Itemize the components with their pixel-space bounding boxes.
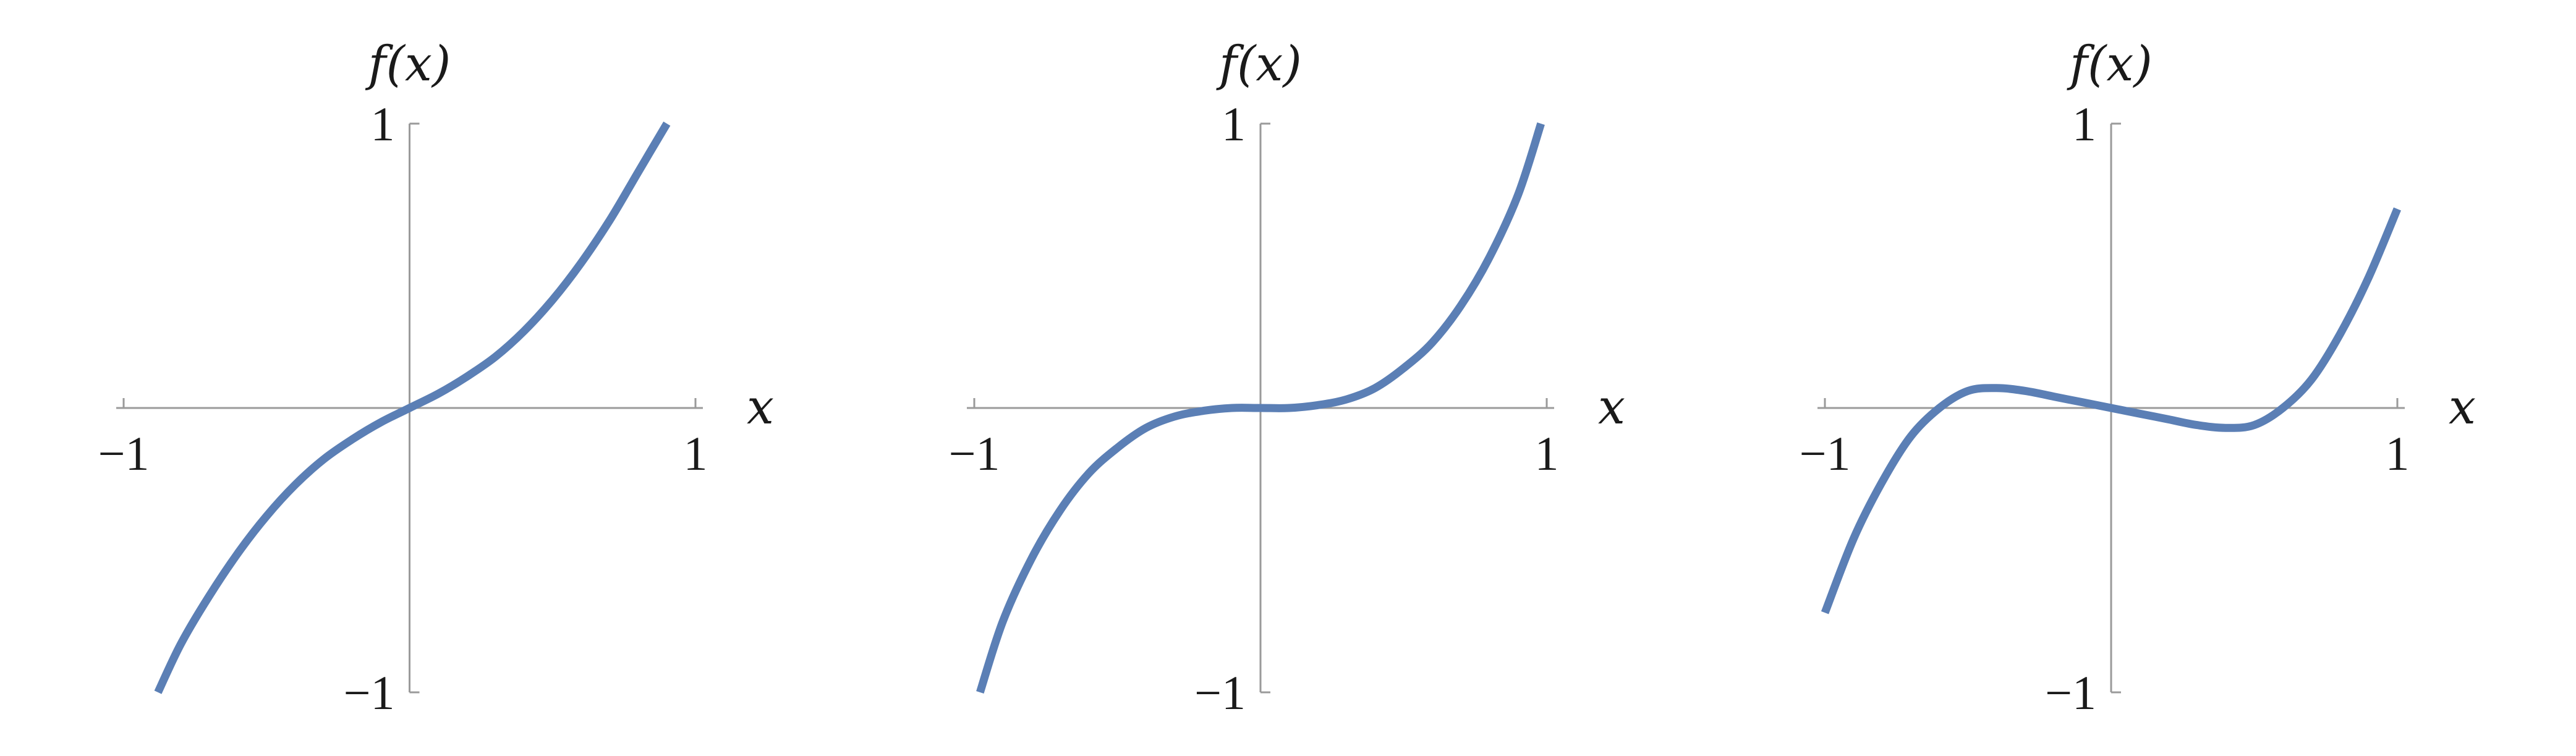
chart-panel-2: −1 1 1 −1 x f(x) [949,36,1626,720]
x-axis-title: x [1598,380,1625,435]
series-line [154,121,671,694]
y-axis-title: f(x) [365,36,451,92]
x-tick-label: −1 [1800,427,1851,480]
y-tick-label: −1 [2045,666,2096,720]
x-tick-label: −1 [98,427,150,480]
x-tick-label: −1 [949,427,1000,480]
y-axis-title: f(x) [1216,36,1302,92]
x-tick-label: 1 [2386,427,2410,480]
x-axis-title: x [2449,380,2476,435]
x-tick-label: 1 [1535,427,1559,480]
chart-panel-1: −1 1 1 −1 x f(x) [98,36,775,720]
y-tick-label: 1 [2072,97,2096,151]
series-line [1821,207,2401,614]
y-tick-label: 1 [1222,97,1246,151]
y-axis-title: f(x) [2067,36,2153,92]
x-tick-label: 1 [684,427,708,480]
series-line [976,122,1545,694]
y-tick-label: −1 [1194,666,1246,720]
y-tick-label: 1 [371,97,395,151]
y-tick-label: −1 [344,666,395,720]
chart-panel-3: −1 1 1 −1 x f(x) [1800,36,2476,720]
x-axis-title: x [747,380,774,435]
